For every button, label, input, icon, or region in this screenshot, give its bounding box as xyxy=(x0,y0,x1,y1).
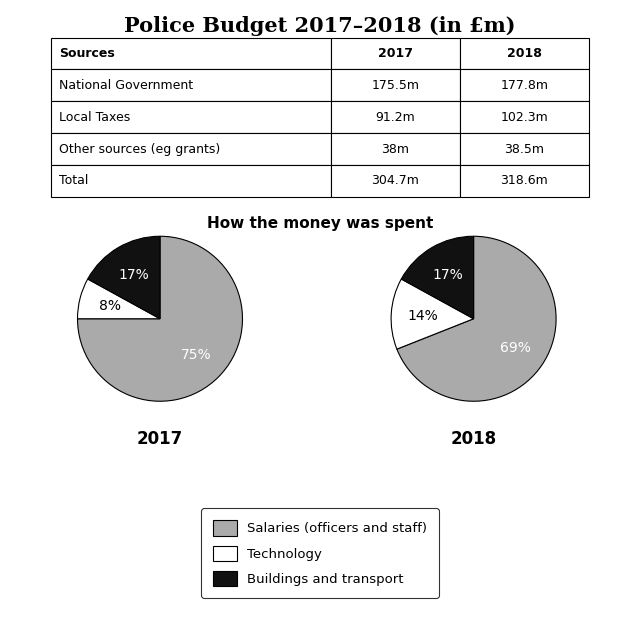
Bar xyxy=(460,133,589,165)
Wedge shape xyxy=(77,279,160,319)
Text: 177.8m: 177.8m xyxy=(500,79,548,92)
Bar xyxy=(460,69,589,101)
Text: Other sources (eg grants): Other sources (eg grants) xyxy=(60,142,221,156)
Wedge shape xyxy=(401,236,474,319)
Text: 318.6m: 318.6m xyxy=(500,174,548,188)
Bar xyxy=(51,165,331,197)
Bar xyxy=(460,165,589,197)
Wedge shape xyxy=(391,279,474,349)
Bar xyxy=(331,38,460,69)
Text: National Government: National Government xyxy=(60,79,193,92)
X-axis label: 2017: 2017 xyxy=(137,430,183,448)
Bar xyxy=(331,165,460,197)
Text: 17%: 17% xyxy=(432,268,463,282)
Text: 2018: 2018 xyxy=(507,47,541,60)
Text: 38m: 38m xyxy=(381,142,409,156)
Text: 17%: 17% xyxy=(118,268,149,282)
Bar xyxy=(51,69,331,101)
Text: Police Budget 2017–2018 (in £m): Police Budget 2017–2018 (in £m) xyxy=(124,16,516,36)
Text: 14%: 14% xyxy=(407,309,438,322)
Text: 91.2m: 91.2m xyxy=(376,111,415,124)
Bar xyxy=(51,133,331,165)
Bar xyxy=(51,101,331,133)
Text: 175.5m: 175.5m xyxy=(371,79,419,92)
Bar xyxy=(460,101,589,133)
Text: How the money was spent: How the money was spent xyxy=(207,216,433,231)
Text: Sources: Sources xyxy=(60,47,115,60)
Wedge shape xyxy=(77,236,243,401)
Text: 304.7m: 304.7m xyxy=(371,174,419,188)
Bar xyxy=(331,101,460,133)
Text: 8%: 8% xyxy=(99,299,122,313)
Wedge shape xyxy=(397,236,556,401)
Bar xyxy=(51,38,331,69)
Text: Total: Total xyxy=(60,174,88,188)
X-axis label: 2018: 2018 xyxy=(451,430,497,448)
Text: 102.3m: 102.3m xyxy=(500,111,548,124)
Bar xyxy=(331,69,460,101)
Text: 75%: 75% xyxy=(181,348,211,362)
Text: 38.5m: 38.5m xyxy=(504,142,544,156)
Text: 2017: 2017 xyxy=(378,47,413,60)
Wedge shape xyxy=(88,236,160,319)
Bar xyxy=(460,38,589,69)
Text: Local Taxes: Local Taxes xyxy=(60,111,131,124)
Text: 69%: 69% xyxy=(500,341,531,354)
Legend: Salaries (officers and staff), Technology, Buildings and transport: Salaries (officers and staff), Technolog… xyxy=(201,509,439,598)
Bar xyxy=(331,133,460,165)
